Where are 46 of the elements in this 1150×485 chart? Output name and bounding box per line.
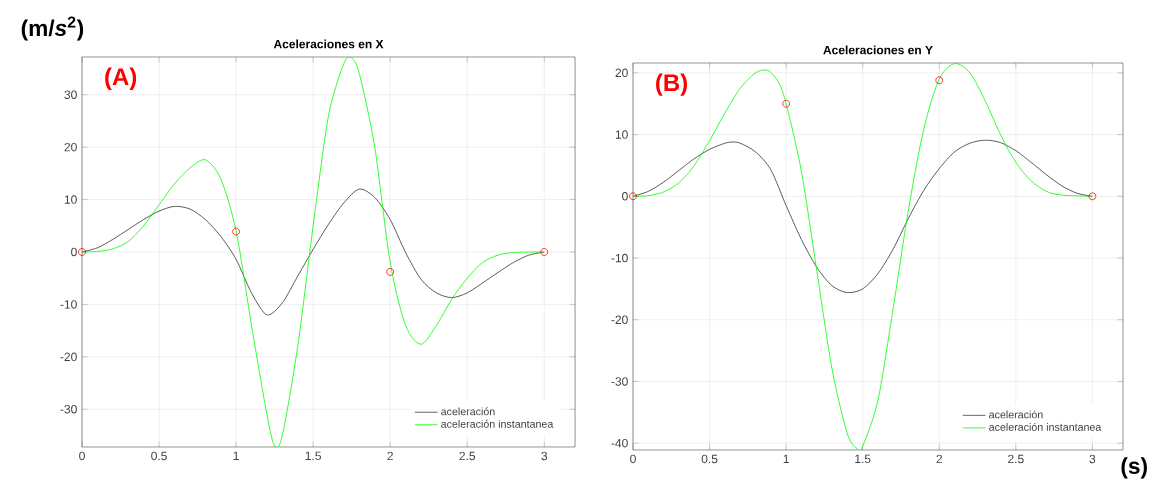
y-tick-label: 0: [622, 192, 628, 201]
legend-label: aceleración instantanea: [441, 419, 554, 428]
x-tick-label: 2.5: [1008, 454, 1024, 464]
x-tick-label: 1: [233, 451, 239, 460]
x-tick-label: 2.5: [459, 451, 476, 461]
point: [935, 76, 944, 85]
y-tick-label: -10: [60, 300, 77, 309]
x-tick-label: 0.5: [701, 454, 718, 464]
x-tick-label: 0: [630, 454, 636, 464]
y-tick-label: -20: [60, 352, 77, 362]
y-tick-label: -30: [60, 404, 77, 414]
legend-label: aceleración instantanea: [989, 422, 1102, 431]
y-tick-label: -40: [611, 438, 628, 448]
x-tick-label: 1.5: [305, 451, 321, 461]
annotation: (A): [105, 67, 137, 90]
point: [540, 248, 549, 256]
point: [1088, 192, 1097, 201]
y-axis-title: (m/s$^{2}$): [21, 16, 84, 41]
y-tick-label: 20: [64, 142, 77, 152]
y-tick-label: -10: [611, 253, 628, 263]
y-tick-label: 20: [615, 68, 628, 78]
x-tick-label: 1: [783, 454, 789, 463]
chart-title: Aceleraciones en Y: [823, 45, 933, 55]
x-axis-title: (s): [1121, 457, 1147, 479]
y-tick-label: -20: [611, 315, 628, 325]
point: [782, 99, 790, 108]
legend-label: aceleración: [441, 407, 495, 416]
x-tick-label: 3: [541, 451, 548, 461]
y-tick-label: -30: [611, 377, 628, 386]
x-tick-label: 0: [79, 451, 85, 461]
legend-label: aceleración: [989, 410, 1043, 419]
point: [232, 227, 240, 236]
point: [629, 192, 637, 201]
annotation: (B): [656, 73, 687, 96]
x-tick-label: 2: [387, 451, 393, 461]
y-tick-label: 30: [64, 90, 77, 99]
x-tick-label: 3: [1089, 454, 1096, 464]
x-tick-label: 0.5: [151, 451, 167, 461]
x-tick-label: 1.5: [855, 454, 871, 464]
point: [386, 268, 395, 276]
y-tick-label: 10: [64, 195, 77, 204]
y-tick-label: 0: [71, 247, 77, 257]
chart-title: Aceleraciones en X: [273, 39, 384, 49]
y-tick-label: 10: [615, 130, 628, 139]
x-tick-label: 2: [936, 454, 942, 464]
point: [78, 248, 86, 256]
